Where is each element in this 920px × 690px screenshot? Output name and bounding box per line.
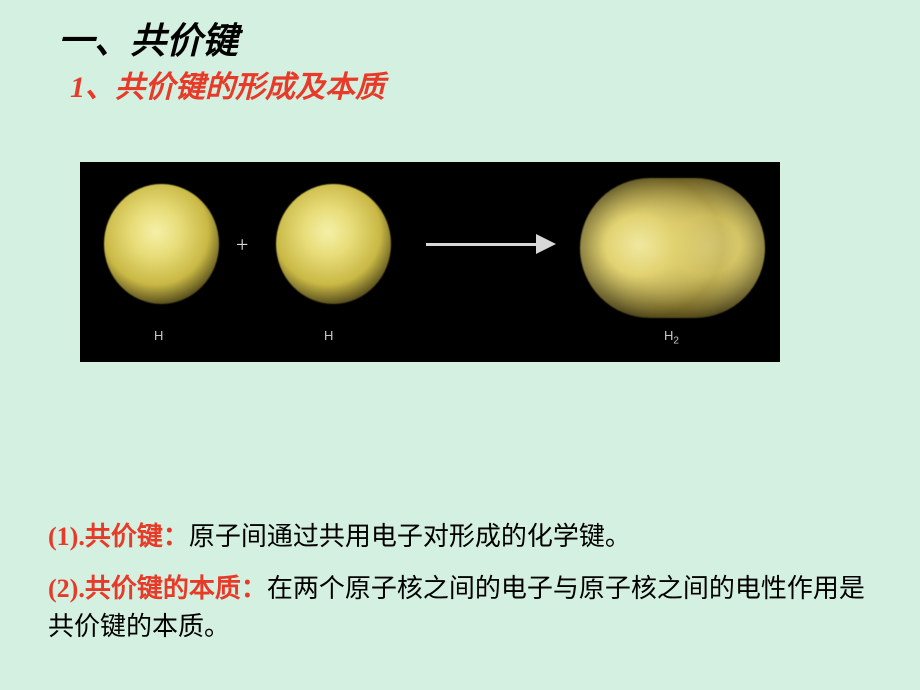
label-h-left: H [154,328,163,343]
para2-lead: (2).共价键的本质： [48,574,267,603]
hydrogen-atom-right [276,184,391,304]
hydrogen-atom-left [104,184,219,304]
label-h2-sub: 2 [673,336,679,347]
h2-molecule [580,178,765,318]
label-h-mid: H [324,328,333,343]
arrow-head [536,234,556,254]
section-heading: 一、共价键 [58,12,238,64]
label-h2: H2 [664,328,679,347]
plus-symbol: + [236,232,248,258]
subsection-heading: 1、共价键的形成及本质 [70,62,385,106]
para1-body: 原子间通过共用电子对形成的化学键。 [189,522,631,551]
definition-paragraph-1: (1).共价键：原子间通过共用电子对形成的化学键。 [48,518,868,556]
definition-paragraph-2: (2).共价键的本质：在两个原子核之间的电子与原子核之间的电性作用是共价键的本质… [48,570,868,645]
label-h2-base: H [664,328,673,343]
para1-lead: (1).共价键： [48,522,189,551]
reaction-arrow [426,234,556,254]
bond-formation-diagram: + H H H2 [80,162,780,362]
arrow-line [426,243,538,246]
